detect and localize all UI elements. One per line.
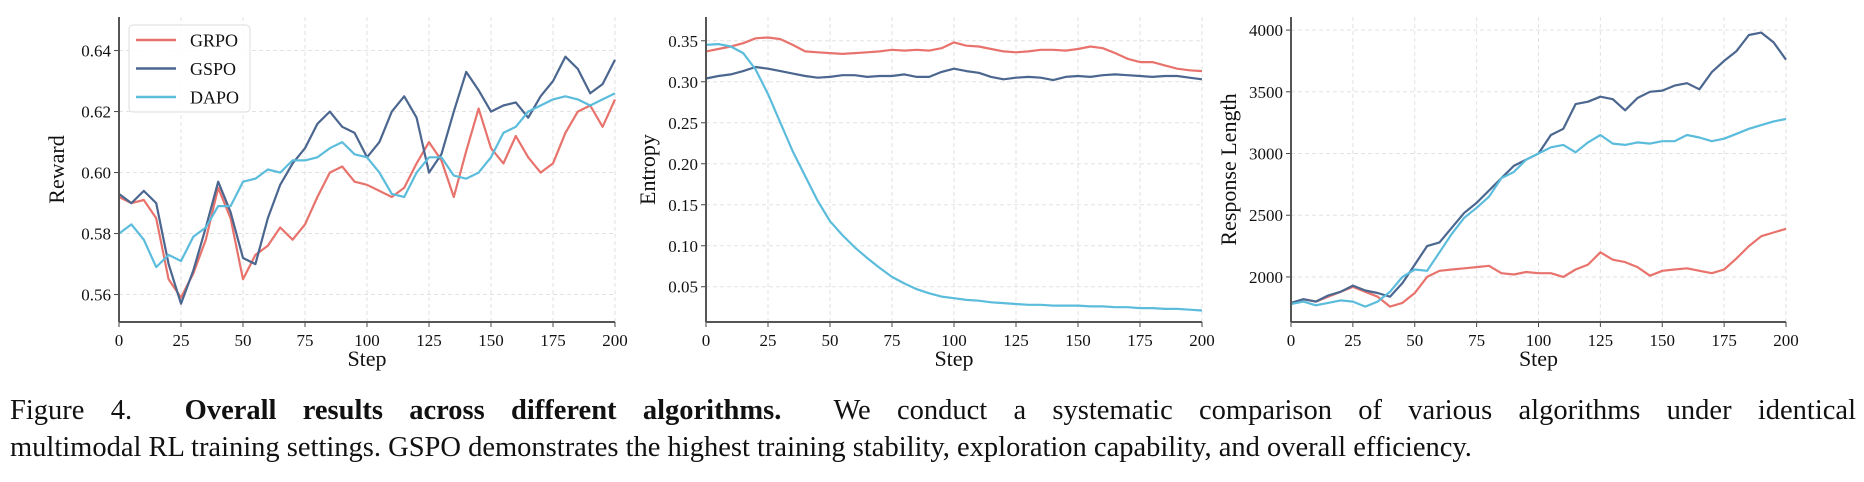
- y-tick-label: 0.56: [81, 286, 111, 305]
- series-line-grpo: [118, 98, 617, 299]
- y-tick-label: 0.05: [668, 278, 698, 297]
- legend-box: [128, 24, 251, 113]
- y-tick-label: 0.35: [668, 32, 698, 51]
- legend: GRPO GSPO DAPO: [128, 24, 251, 113]
- y-tick-label: 0.15: [668, 196, 698, 215]
- legend-label-gspo: GSPO: [190, 59, 236, 79]
- x-axis-label: Step: [347, 346, 386, 371]
- y-tick-label: 0.60: [81, 164, 111, 183]
- y-tick-label: 2500: [1249, 206, 1283, 225]
- x-tick-label: 200: [1773, 331, 1799, 350]
- x-tick-label: 0: [702, 331, 711, 350]
- x-tick-label: 25: [760, 331, 777, 350]
- chart-response-length: 0 25 50 75 100 125 150 175 200 2000 2500 3000 3500 40…: [1216, 17, 1799, 371]
- series-line-dapo: [1290, 117, 1787, 308]
- x-tick-label: 0: [115, 331, 124, 350]
- series-line-dapo: [118, 92, 616, 269]
- x-axis-label: Step: [1519, 346, 1558, 371]
- x-tick-label: 25: [173, 331, 190, 350]
- y-tick-label: 0.30: [668, 73, 698, 92]
- x-tick-label: 75: [1468, 331, 1485, 350]
- y-axis-label: Reward: [44, 135, 69, 203]
- x-tick-label: 100: [1526, 331, 1552, 350]
- x-tick-label: 0: [1287, 331, 1296, 350]
- chart-reward: 0 25 50 75 100 125 150 175 200 0.56 0.58 0.60 0.62 0.…: [44, 17, 628, 371]
- y-tick-label: 4000: [1249, 21, 1283, 40]
- y-tick-label: 0.20: [668, 155, 698, 174]
- x-tick-label: 175: [540, 331, 566, 350]
- legend-label-grpo: GRPO: [190, 31, 238, 51]
- x-tick-label: 50: [235, 331, 252, 350]
- x-tick-label: 50: [822, 331, 839, 350]
- caption-text-1: We conduct a systematic comparison of va…: [833, 395, 1856, 426]
- x-tick-label: 25: [1344, 331, 1361, 350]
- x-tick-label: 125: [416, 331, 442, 350]
- y-tick-label: 0.25: [668, 114, 698, 133]
- series-line-grpo: [1290, 227, 1787, 308]
- y-tick-label: 2000: [1249, 268, 1283, 287]
- y-axis-label: Response Length: [1216, 93, 1241, 245]
- y-tick-label: 0.62: [81, 103, 111, 122]
- x-tick-label: 175: [1127, 331, 1153, 350]
- x-tick-label: 200: [602, 331, 628, 350]
- x-tick-label: 150: [478, 331, 504, 350]
- caption-label: Figure 4.: [10, 395, 133, 426]
- x-tick-label: 175: [1711, 331, 1737, 350]
- x-tick-label: 75: [884, 331, 901, 350]
- figure-4-charts: 0 25 50 75 100 125 150 175 200 0.56 0.58 0.60 0.62 0.…: [44, 17, 1799, 371]
- x-tick-label: 50: [1406, 331, 1423, 350]
- x-tick-label: 75: [297, 331, 314, 350]
- series-line-grpo: [705, 36, 1203, 73]
- series-line-gspo: [705, 65, 1203, 82]
- x-axis-label: Step: [934, 346, 973, 371]
- caption-line-2: multimodal RL training settings. GSPO de…: [10, 432, 1472, 463]
- series-line-dapo: [705, 42, 1203, 312]
- y-tick-label: 0.10: [668, 237, 698, 256]
- x-tick-label: 100: [354, 331, 380, 350]
- x-tick-label: 100: [941, 331, 967, 350]
- y-tick-label: 3000: [1249, 145, 1283, 164]
- chart-entropy: 0 25 50 75 100 125 150 175 200 0.05 0.10 0.15 0.20 0.…: [635, 17, 1215, 371]
- x-tick-label: 150: [1650, 331, 1676, 350]
- y-axis-label: Entropy: [635, 134, 660, 205]
- x-tick-label: 125: [1003, 331, 1029, 350]
- y-tick-label: 3500: [1249, 83, 1283, 102]
- x-tick-label: 150: [1065, 331, 1091, 350]
- caption-line-1: Figure 4. Overall results across differe…: [10, 392, 1856, 429]
- y-tick-label: 0.58: [81, 225, 111, 244]
- x-tick-label: 125: [1588, 331, 1614, 350]
- caption-bold-title: Overall results across different algorit…: [184, 395, 782, 426]
- x-tick-label: 200: [1189, 331, 1215, 350]
- y-tick-label: 0.64: [81, 42, 111, 61]
- legend-label-dapo: DAPO: [190, 88, 239, 108]
